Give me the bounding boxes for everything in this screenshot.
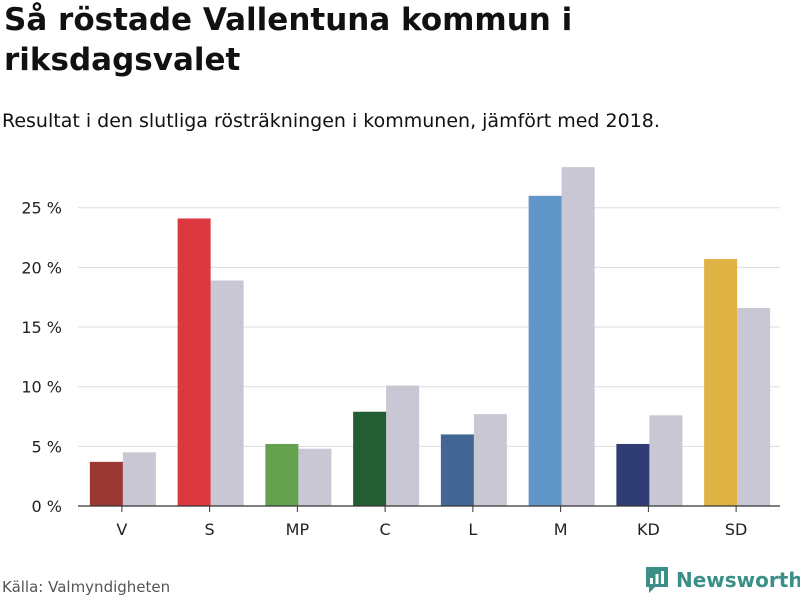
bar-2018-M: [561, 167, 595, 506]
newsworthy-logo-icon: [646, 567, 668, 593]
bar-2018-MP: [298, 448, 332, 506]
bar-2018-SD: [737, 307, 771, 506]
bar-2022-M: [528, 195, 562, 507]
y-tick-label: 15 %: [21, 318, 62, 337]
x-tick-label: V: [116, 520, 127, 539]
y-tick-label: 5 %: [32, 437, 62, 456]
bar-2022-V: [89, 461, 123, 506]
bar-2018-S: [210, 280, 244, 506]
x-tick-label: S: [205, 520, 215, 539]
bar-2018-C: [386, 385, 420, 506]
brand-name: Newsworthy: [676, 568, 800, 592]
x-tick-label: SD: [725, 520, 747, 539]
y-tick-label: 25 %: [21, 199, 62, 218]
bar-2018-L: [473, 414, 507, 506]
x-tick-label: L: [468, 520, 477, 539]
bar-2022-L: [440, 434, 474, 506]
y-tick-label: 20 %: [21, 258, 62, 277]
bar-2022-C: [353, 411, 387, 506]
source-note: Källa: Valmyndigheten: [2, 578, 171, 596]
bar-2018-V: [122, 452, 156, 506]
bar-2022-S: [177, 218, 211, 506]
chart-subtitle: Resultat i den slutliga rösträkningen i …: [2, 110, 660, 132]
bar-2022-SD: [704, 259, 738, 506]
bar-2022-KD: [616, 443, 650, 506]
x-tick-label: MP: [286, 520, 310, 539]
y-tick-label: 0 %: [32, 497, 62, 516]
bar-2022-MP: [265, 443, 299, 506]
y-tick-label: 10 %: [21, 378, 62, 397]
x-tick-label: C: [380, 520, 391, 539]
x-tick-label: KD: [637, 520, 660, 539]
x-tick-label: M: [554, 520, 568, 539]
bar-2018-KD: [649, 415, 683, 506]
chart-title: Så röstade Vallentuna kommun i riksdagsv…: [4, 2, 573, 78]
brand: Newsworthy: [644, 565, 800, 595]
